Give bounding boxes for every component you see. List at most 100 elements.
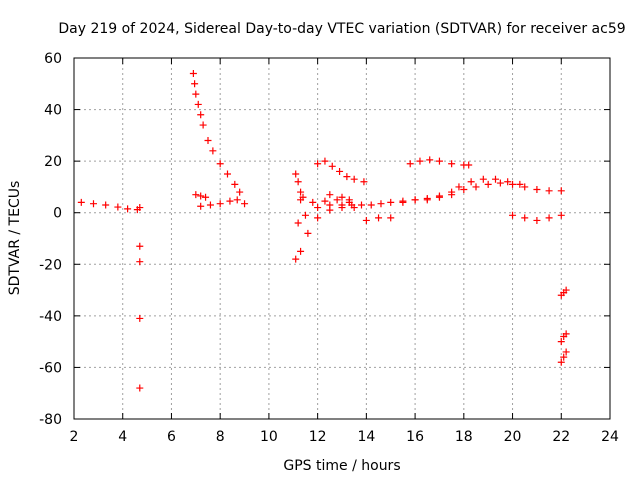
series-arc-h	[297, 179, 565, 209]
data-point	[521, 214, 529, 222]
data-point	[491, 175, 499, 183]
y-tick-label: -20	[39, 257, 62, 273]
data-point	[345, 196, 353, 204]
data-point	[294, 219, 302, 227]
data-point	[136, 204, 144, 212]
data-point	[326, 201, 334, 209]
data-point	[562, 330, 570, 338]
data-point	[223, 170, 231, 178]
data-point	[435, 157, 443, 165]
plot-frame	[73, 57, 611, 420]
data-point	[136, 384, 144, 392]
series-arc-j	[326, 191, 353, 204]
data-point	[102, 201, 110, 209]
data-point	[467, 178, 475, 186]
data-point	[338, 201, 346, 209]
data-point	[197, 202, 205, 210]
series-arc-a	[77, 198, 144, 214]
x-tick-label: 12	[309, 429, 327, 445]
x-tick-label: 14	[357, 429, 375, 445]
series-arc-l	[406, 156, 473, 169]
data-point	[89, 200, 97, 208]
data-point	[206, 201, 214, 209]
data-point	[314, 204, 322, 212]
data-point	[399, 198, 407, 206]
data-point	[545, 214, 553, 222]
x-tick-label: 4	[118, 429, 127, 445]
series-arc-g	[294, 201, 356, 227]
data-point	[297, 196, 305, 204]
data-point	[292, 255, 300, 263]
data-point	[194, 100, 202, 108]
data-point	[124, 205, 132, 213]
data-point	[209, 147, 217, 155]
data-point	[562, 348, 570, 356]
data-point	[360, 178, 368, 186]
y-tick-label: 60	[44, 51, 62, 67]
series-arc-e	[292, 170, 307, 201]
data-point	[199, 121, 207, 129]
data-point	[77, 198, 85, 206]
y-tick-label: 0	[53, 206, 62, 222]
data-point	[423, 196, 431, 204]
data-point	[406, 160, 414, 168]
data-point	[216, 200, 224, 208]
axis-ticks	[73, 57, 611, 420]
data-point	[301, 211, 309, 219]
data-point	[231, 180, 239, 188]
data-point	[292, 170, 300, 178]
data-point	[338, 193, 346, 201]
data-point	[504, 178, 512, 186]
data-point	[321, 157, 329, 165]
x-tick-label: 18	[455, 429, 473, 445]
data-point	[197, 192, 205, 200]
data-point	[326, 191, 334, 199]
data-point	[448, 191, 456, 199]
data-point	[411, 196, 419, 204]
data-point	[545, 187, 553, 195]
series-arc-n	[509, 211, 565, 224]
data-point	[114, 203, 122, 211]
data-point	[426, 156, 434, 164]
data-point	[294, 178, 302, 186]
x-tick-label: 2	[70, 429, 79, 445]
data-point	[297, 247, 305, 255]
data-point	[216, 160, 224, 168]
data-point	[297, 188, 305, 196]
data-point	[204, 137, 212, 145]
data-point	[375, 214, 383, 222]
data-point	[191, 80, 199, 88]
data-point	[136, 242, 144, 250]
data-point	[192, 90, 200, 98]
series-arc-o	[557, 286, 570, 299]
series-arc-k	[362, 191, 456, 224]
series-arc-a-outliers	[136, 242, 144, 392]
grid	[74, 58, 610, 419]
x-tick-label: 24	[601, 429, 619, 445]
data-point	[241, 200, 249, 208]
y-tick-label: -80	[39, 412, 62, 428]
data-point	[496, 179, 504, 187]
data-point	[314, 160, 322, 168]
chart-title: Day 219 of 2024, Sidereal Day-to-day VTE…	[58, 21, 625, 37]
data-point	[192, 191, 200, 199]
data-point	[236, 188, 244, 196]
data-point	[314, 214, 322, 222]
data-point	[557, 338, 565, 346]
x-tick-label: 6	[167, 429, 176, 445]
data-point	[362, 216, 370, 224]
data-point	[448, 160, 456, 168]
y-axis-label: SDTVAR / TECUs	[7, 181, 23, 296]
data-point	[557, 358, 565, 366]
series-arc-b	[189, 69, 244, 196]
data-point	[521, 183, 529, 191]
data-point	[455, 183, 463, 191]
data-point	[416, 157, 424, 165]
x-tick-label: 10	[260, 429, 278, 445]
data-point	[136, 314, 144, 322]
data-point	[226, 197, 234, 205]
x-tick-label: 20	[504, 429, 522, 445]
data-point	[309, 198, 317, 206]
data-point	[387, 214, 395, 222]
